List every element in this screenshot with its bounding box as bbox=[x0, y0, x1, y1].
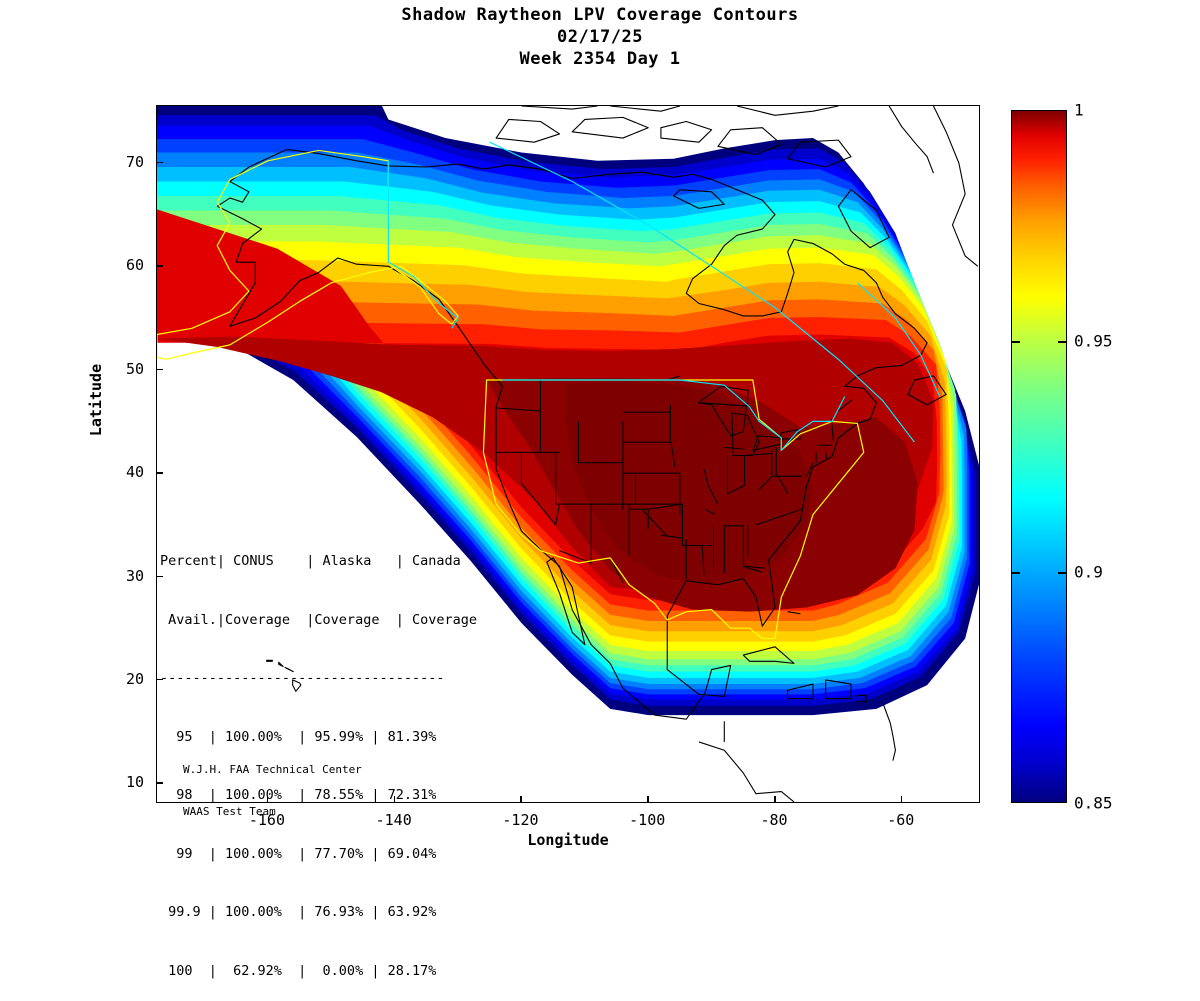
x-tickmark bbox=[900, 796, 903, 803]
credit-block: W.J.H. FAA Technical Center WAAS Test Te… bbox=[183, 735, 362, 833]
title-line-1: Shadow Raytheon LPV Coverage Contours bbox=[401, 5, 799, 25]
stats-header-row-2: Avail.|Coverage |Coverage | Coverage bbox=[160, 611, 477, 628]
x-tickmark bbox=[774, 796, 776, 803]
stats-separator: ----------------------------------- bbox=[160, 670, 445, 686]
x-tickmark bbox=[266, 796, 269, 803]
colorbar bbox=[1011, 110, 1067, 803]
geography-layer bbox=[157, 106, 978, 802]
credit-line-2: WAAS Test Team bbox=[183, 805, 276, 818]
colorbar-gradient bbox=[1011, 110, 1067, 803]
y-tickmark bbox=[156, 472, 163, 474]
title-line-3: Week 2354 Day 1 bbox=[519, 49, 681, 69]
y-tick-label: 20 bbox=[125, 669, 144, 688]
colorbar-tickmark bbox=[1058, 341, 1067, 343]
credit-line-1: W.J.H. FAA Technical Center bbox=[183, 763, 362, 776]
y-axis-title: Latitude bbox=[87, 363, 105, 437]
colorbar-tick-label: 0.85 bbox=[1074, 793, 1113, 813]
x-tick-label: -60 bbox=[887, 811, 915, 829]
y-tickmark bbox=[156, 265, 163, 267]
y-tick-label: 10 bbox=[125, 773, 144, 792]
contour-field bbox=[157, 106, 979, 802]
colorbar-tickmark bbox=[1011, 341, 1020, 343]
table-row: 100 | 62.92% | 0.00% | 28.17% bbox=[160, 962, 437, 979]
contour-svg bbox=[157, 106, 979, 802]
table-row: 99.9 | 100.00% | 76.93% | 63.92% bbox=[160, 904, 437, 920]
y-tickmark bbox=[156, 161, 163, 164]
y-tickmark bbox=[156, 678, 163, 681]
x-tick-label: -120 bbox=[502, 811, 539, 829]
y-tick-label: 60 bbox=[125, 256, 144, 275]
chart-title-block: Shadow Raytheon LPV Coverage Contours 02… bbox=[0, 4, 1200, 70]
table-row: 95 | 100.00% | 95.99% | 81.39% bbox=[160, 728, 437, 745]
y-tick-label: 30 bbox=[125, 566, 144, 585]
x-tick-label: -80 bbox=[760, 811, 788, 829]
colorbar-tick-label: 0.95 bbox=[1074, 331, 1113, 351]
x-axis-title: Longitude bbox=[527, 831, 609, 849]
table-row: 98 | 100.00% | 78.55% | 72.31% bbox=[160, 787, 437, 803]
colorbar-tickmark bbox=[1058, 572, 1067, 574]
title-line-2: 02/17/25 bbox=[557, 27, 643, 47]
x-tickmark bbox=[520, 796, 522, 803]
x-tick-label: -100 bbox=[629, 811, 666, 829]
contour-bands bbox=[157, 106, 979, 716]
y-tickmark bbox=[156, 575, 163, 577]
x-tickmark bbox=[393, 796, 396, 803]
map-plot-area bbox=[156, 105, 980, 803]
x-tick-label: -140 bbox=[375, 811, 412, 829]
colorbar-tick-label: 0.9 bbox=[1074, 562, 1103, 582]
x-tickmark bbox=[647, 796, 649, 803]
y-tick-label: 40 bbox=[125, 463, 144, 482]
colorbar-tick-label: 1 bbox=[1074, 100, 1084, 120]
y-tickmark bbox=[156, 782, 163, 784]
y-tick-label: 50 bbox=[125, 359, 144, 378]
stats-header-row-1: Percent| CONUS | Alaska | Canada bbox=[160, 553, 461, 569]
y-tick-label: 70 bbox=[125, 152, 144, 171]
x-tick-label: -160 bbox=[248, 811, 285, 829]
y-tickmark bbox=[156, 368, 163, 371]
table-row: 99 | 100.00% | 77.70% | 69.04% bbox=[160, 845, 437, 862]
colorbar-tickmark bbox=[1011, 572, 1020, 574]
